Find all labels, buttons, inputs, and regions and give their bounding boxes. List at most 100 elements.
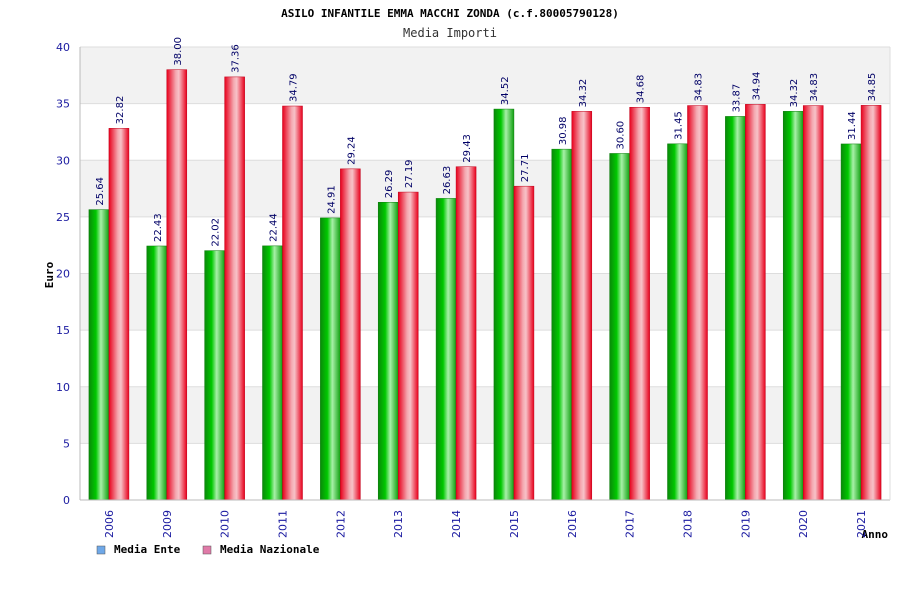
bar-media-nazionale: [571, 111, 593, 501]
value-label: 30.98: [558, 117, 569, 146]
x-tick-label: 2017: [624, 510, 637, 538]
y-tick-label: 25: [56, 211, 70, 224]
bar-media-ente: [320, 217, 341, 501]
value-label: 34.83: [694, 73, 705, 102]
x-tick-label: 2010: [219, 510, 232, 538]
bar-media-nazionale: [629, 106, 650, 501]
bar-media-nazionale: [340, 168, 361, 501]
legend-swatch-media-nazionale: [202, 545, 212, 555]
x-tick-label: 2016: [566, 510, 579, 538]
value-label: 29.24: [346, 136, 357, 165]
bar-media-ente: [377, 202, 399, 501]
value-label: 34.94: [751, 72, 762, 101]
bar-media-ente: [435, 198, 457, 501]
value-label: 34.52: [500, 76, 511, 105]
value-label: 26.63: [442, 166, 453, 195]
plot-band: [80, 160, 890, 217]
x-tick-label: 2006: [103, 510, 116, 538]
bar-media-ente: [609, 153, 630, 501]
chart-title: ASILO INFANTILE EMMA MACCHI ZONDA (c.f.8…: [281, 7, 619, 20]
plot-band: [80, 216, 890, 274]
value-label: 29.43: [462, 134, 473, 163]
y-tick-label: 5: [63, 437, 70, 450]
bars: [88, 69, 882, 501]
x-tick-label: 2009: [161, 510, 174, 538]
bar-media-nazionale: [687, 105, 708, 501]
bar-media-ente: [146, 245, 168, 501]
x-tick-label: 2021: [855, 510, 868, 538]
x-tick-label: 2013: [392, 510, 405, 538]
value-label: 31.45: [674, 111, 685, 140]
value-label: 34.85: [867, 73, 878, 102]
plot-band: [80, 273, 890, 331]
y-tick-label: 15: [56, 324, 70, 337]
bar-media-ente: [262, 245, 283, 501]
value-label: 22.43: [153, 213, 164, 242]
y-tick-label: 10: [56, 381, 70, 394]
value-label: 26.29: [384, 170, 395, 199]
bar-media-ente: [551, 148, 573, 501]
bar-media-nazionale: [455, 166, 477, 501]
bar-media-nazionale: [802, 105, 824, 501]
value-label: 31.44: [847, 111, 858, 140]
y-axis-label: Euro: [43, 261, 56, 288]
x-axis-label: Anno: [862, 528, 889, 541]
x-tick-label: 2018: [682, 510, 695, 538]
bar-media-ente: [667, 143, 688, 501]
plot-band: [80, 330, 890, 387]
value-label: 34.68: [636, 75, 647, 104]
legend-label-media-ente: Media Ente: [114, 543, 181, 556]
x-tick-label: 2020: [797, 510, 810, 538]
plot-band: [80, 103, 890, 161]
value-labels: 25.64 32.82 22.43 38.00 22.02 37.36 22.44 34.79…: [95, 37, 878, 247]
y-tick-label: 20: [56, 268, 70, 281]
x-tick-label: 2015: [508, 510, 521, 538]
legend-swatch-media-ente: [96, 545, 106, 555]
value-label: 24.91: [326, 185, 337, 214]
bar-media-nazionale: [166, 69, 188, 501]
value-label: 22.02: [211, 218, 222, 247]
bar-media-nazionale: [397, 191, 419, 501]
value-label: 34.32: [578, 79, 589, 108]
bar-media-ente: [88, 209, 110, 501]
value-label: 37.36: [231, 44, 242, 73]
bar-media-nazionale: [108, 128, 130, 501]
x-tick-label: 2019: [739, 510, 752, 538]
y-tick-label: 0: [63, 494, 70, 507]
value-label: 34.32: [789, 79, 800, 108]
value-label: 34.83: [809, 73, 820, 102]
x-tick-label: 2011: [277, 510, 290, 538]
y-tick-label: 30: [56, 154, 70, 167]
y-tick-label: 35: [56, 98, 70, 111]
bar-media-ente: [204, 250, 225, 501]
y-tick-label: 40: [56, 41, 70, 54]
bar-media-nazionale: [224, 76, 245, 501]
legend-label-media-nazionale: Media Nazionale: [220, 543, 320, 556]
chart-subtitle: Media Importi: [403, 26, 497, 40]
bar-media-ente: [725, 116, 746, 501]
bar-media-nazionale: [860, 105, 882, 501]
plot-band: [80, 386, 890, 444]
value-label: 30.60: [616, 121, 627, 150]
value-label: 27.71: [520, 154, 531, 183]
value-label: 27.19: [404, 159, 415, 188]
bar-media-nazionale: [745, 104, 766, 501]
x-tick-label: 2012: [334, 510, 347, 538]
value-label: 32.82: [115, 96, 126, 125]
value-label: 38.00: [173, 37, 184, 66]
bar-media-nazionale: [282, 105, 303, 501]
plot-band: [80, 443, 890, 500]
x-tick-label: 2014: [450, 510, 463, 538]
plot-band: [80, 47, 890, 104]
bar-media-ente: [782, 111, 804, 501]
value-label: 25.64: [95, 177, 106, 206]
bar-media-ente: [493, 108, 515, 501]
x-tick-labels: 2006 2009 2010 2011 2012 2013 2014 2015 2016 2017…: [103, 510, 868, 538]
value-label: 34.79: [289, 73, 300, 102]
legend: Media Ente Media Nazionale: [96, 543, 320, 556]
y-tick-labels: 0 5 10 15 20 25 30 35 40: [56, 41, 70, 507]
bar-media-ente: [840, 143, 862, 501]
bar-media-nazionale: [513, 185, 535, 501]
value-label: 22.44: [269, 213, 280, 242]
